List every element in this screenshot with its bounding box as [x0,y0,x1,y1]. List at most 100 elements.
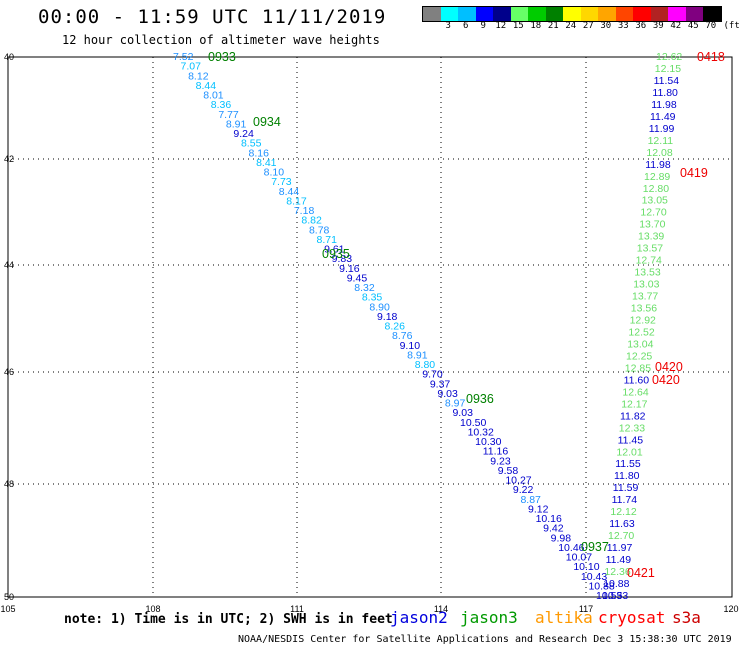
swh-value-label: 12.11 [648,135,674,147]
swh-value-label: 11.55 [615,458,641,470]
swh-value-label: 7.18 [294,205,315,217]
legend-label: 24 [565,21,577,31]
satellite-altika: altika [535,608,593,627]
swh-value-label: 9.10 [400,340,421,352]
swh-value-label: 12.89 [644,171,670,183]
satellite-s3a: s3a [672,608,701,627]
swh-value-label: 13.70 [639,219,665,231]
track-time-label: 0418 [697,50,725,64]
swh-value-label: 8.71 [317,234,338,246]
swh-value-label: 8.17 [286,195,307,207]
swh-value-label: 9.61 [324,244,345,256]
swh-value-label: 7.07 [181,61,202,73]
swh-value-label: 11.82 [620,410,646,422]
legend-label: 33 [617,21,629,31]
swh-value-label: 11.97 [607,542,633,554]
swh-value-label: 13.05 [642,195,668,207]
swh-value-label: 9.37 [430,378,451,390]
legend-swatch [458,7,476,21]
swh-value-label: 10.07 [566,552,592,564]
swh-value-label: 10.53 [602,590,628,602]
track-time-label: 0934 [253,115,281,129]
legend-swatch [423,7,441,21]
track-time-label: 0421 [627,566,655,580]
swh-value-label: 11.80 [652,87,678,99]
swh-value-label: 9.18 [377,311,398,323]
swh-value-label: 11.49 [606,554,632,566]
legend-label: 45 [687,21,699,31]
swh-value-label: 11.59 [613,482,639,494]
swh-value-label: 8.32 [354,282,375,294]
swh-value-label: 11.80 [614,470,640,482]
swh-value-label: 11.45 [618,434,644,446]
satellite-jason2: jason2 [390,608,448,627]
swh-value-label: 9.24 [233,128,254,140]
lon-tick-label: 117 [579,604,593,614]
legend-swatch [668,7,686,21]
legend-swatch [563,7,581,21]
swh-value-label: 8.01 [203,90,224,102]
lat-tick-label: 44 [4,260,14,270]
swh-value-label: 8.87 [520,494,541,506]
swh-value-label: 12.70 [608,530,634,542]
legend-swatch [493,7,511,21]
swh-value-label: 10.88 [603,578,629,590]
swh-value-label: 10.46 [558,542,584,554]
lat-tick-label: 40 [4,52,14,62]
swh-value-label: 11.60 [624,374,650,386]
swh-value-label: 13.77 [632,291,658,303]
lon-tick-label: 114 [434,604,448,614]
swh-value-label: 8.36 [211,99,232,111]
swh-value-label: 12.36 [604,566,630,578]
swh-value-label: 12.25 [626,350,652,362]
track-time-label: 0936 [466,392,494,406]
swh-value-label: 10.32 [468,426,494,438]
swh-value-label: 10.10 [573,561,599,573]
legend-label: 39 [652,21,664,31]
swh-value-label: 12.62 [656,51,682,63]
swh-value-label: 9.23 [490,455,511,467]
swh-value-label: 13.57 [637,243,663,255]
satellite-cryosat: cryosat [598,608,666,627]
swh-value-label: 8.35 [362,292,383,304]
swh-value-label: 9.83 [332,253,353,265]
swh-value-label: 11.16 [483,446,509,458]
swh-value-label: 13.56 [631,303,657,315]
legend-swatch [598,7,616,21]
swh-value-label: 9.42 [543,523,564,535]
swh-value-label: 9.45 [347,272,368,284]
legend-label: 30 [600,21,612,31]
swh-value-label: 10.53 [596,590,622,602]
swh-value-label: 9.03 [437,388,458,400]
swh-value-label: 8.16 [249,147,270,159]
page-subtitle: 12 hour collection of altimeter wave hei… [62,33,380,47]
legend-label: 18 [530,21,542,31]
track-time-label: 0937 [581,540,609,554]
lat-tick-label: 46 [4,367,14,377]
swh-value-label: 10.30 [475,436,501,448]
legend-swatch [685,7,703,21]
lon-tick-label: 105 [0,604,15,614]
swh-value-label: 13.03 [633,279,659,291]
swh-value-label: 11.98 [651,99,677,111]
swh-value-label: 8.78 [309,224,330,236]
swh-value-label: 12.52 [628,326,654,338]
legend-label: 12 [495,21,507,31]
swh-value-label: 11.99 [649,123,675,135]
swh-value-label: 8.44 [196,80,217,92]
legend-label: 15 [512,21,524,31]
legend-label: 36 [635,21,647,31]
satellite-jason3: jason3 [460,608,518,627]
legend-label: 70 [705,21,717,31]
swh-value-label: 8.97 [445,398,466,410]
swh-value-label: 9.22 [513,484,534,496]
swh-value-label: 8.82 [301,215,322,227]
color-legend-bar [422,6,722,22]
swh-value-label: 7.52 [173,51,194,63]
legend-label: 6 [463,21,469,31]
swh-value-label: 8.41 [256,157,277,169]
swh-value-label: 12.08 [646,147,672,159]
swh-value-label: 12.64 [622,386,648,398]
swh-value-label: 13.53 [634,267,660,279]
